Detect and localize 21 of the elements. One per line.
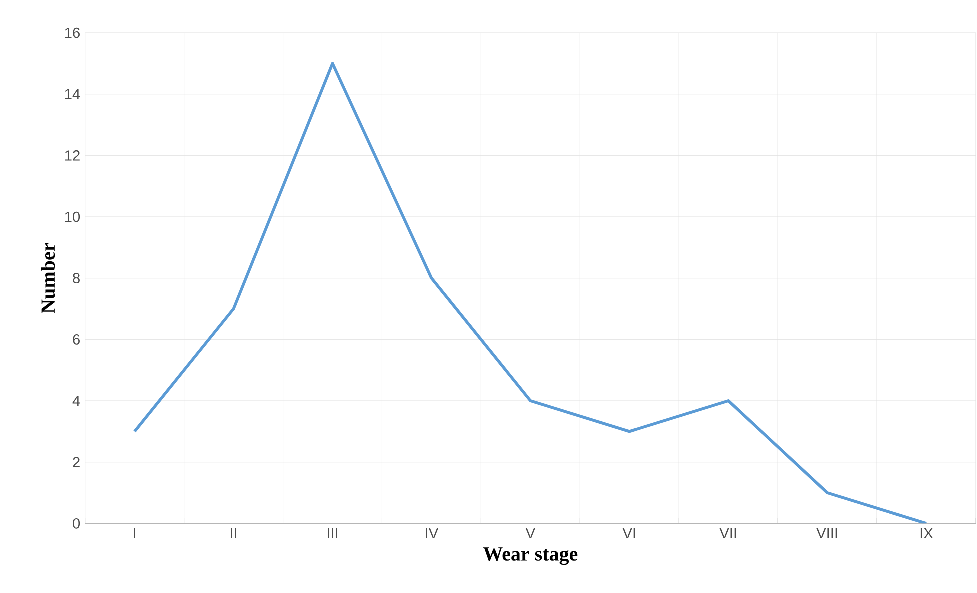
x-tick-label: IX: [920, 528, 934, 538]
y-tick-label: 10: [65, 212, 80, 222]
y-axis-title: Number: [41, 243, 56, 314]
x-tick-label: VI: [622, 528, 636, 538]
y-tick-label: 16: [65, 28, 80, 38]
x-tick-label: IV: [426, 528, 439, 538]
x-tick-label: V: [526, 528, 536, 538]
x-tick-label: III: [328, 528, 338, 538]
y-tick-label: 0: [73, 518, 80, 529]
y-tick-label: 8: [73, 273, 80, 284]
x-tick-label: VII: [720, 528, 736, 538]
x-tick-label: VIII: [816, 528, 838, 538]
y-tick-label: 4: [72, 396, 80, 406]
x-axis-title: Wear stage: [483, 548, 578, 566]
x-tick-label: II: [231, 528, 236, 538]
x-tick-label: I: [134, 528, 136, 538]
y-tick-label: 2: [73, 457, 80, 468]
y-tick-label: 12: [65, 150, 80, 161]
y-tick-label: 14: [65, 89, 80, 100]
y-tick-label: 6: [73, 334, 80, 345]
line-series: [133, 62, 928, 524]
